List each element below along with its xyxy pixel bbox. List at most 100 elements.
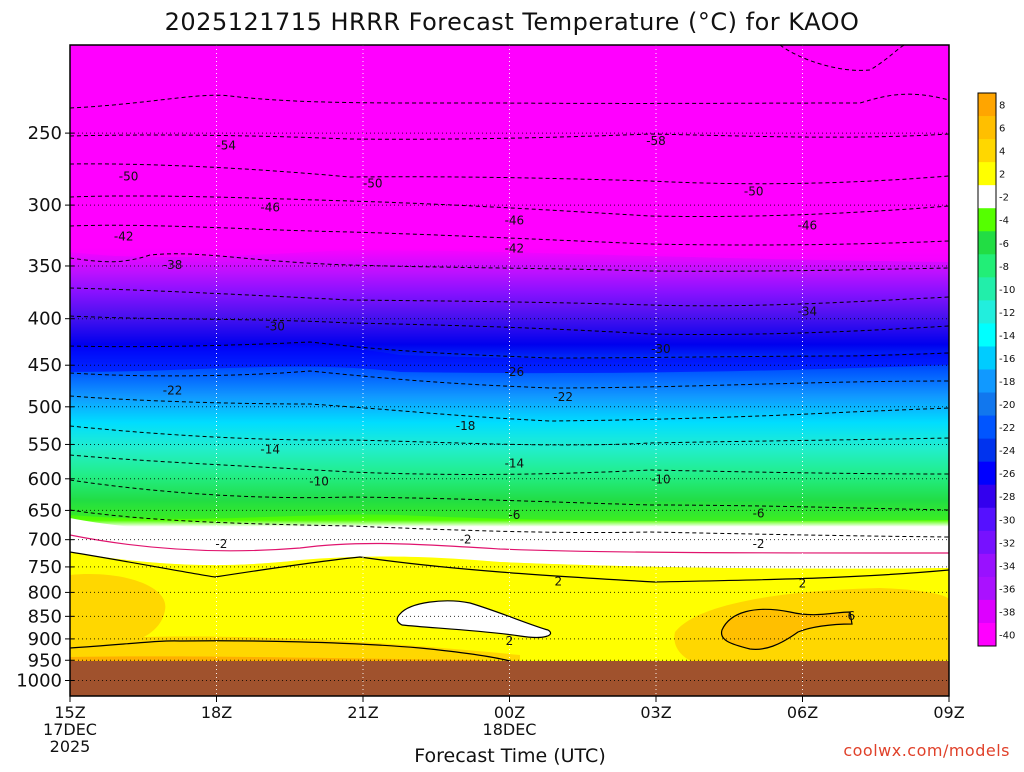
colorbar-label: -14 [999, 331, 1015, 342]
colorbar-label: -28 [999, 492, 1015, 503]
contour-label: -10 [651, 472, 671, 486]
warm-region-west [70, 574, 166, 650]
colorbar-swatch [978, 93, 996, 117]
contour-label: -6 [753, 506, 765, 520]
y-tick-label: 900 [28, 629, 62, 650]
contour-label: -30 [651, 342, 671, 356]
contour-label: 2 [555, 574, 563, 588]
colorbar-label: -36 [999, 584, 1015, 595]
colorbar-frame [977, 92, 997, 647]
x-axis-label: Forecast Time (UTC) [414, 745, 605, 767]
contour-label: -50 [363, 176, 383, 190]
contour-label: -2 [215, 537, 227, 551]
colorbar-label: -4 [999, 216, 1009, 227]
colorbar-label: -2 [999, 193, 1009, 204]
contour-label: 6 [848, 609, 856, 623]
x-tick-label: 00Z [494, 703, 525, 722]
colorbar-label: 4 [999, 147, 1005, 158]
x-tick-label: 21Z [347, 703, 378, 722]
colorbar-swatch [978, 369, 996, 394]
x-tick-label: 18DEC [483, 720, 537, 739]
contour-label: -54 [216, 139, 236, 153]
contour-label: -22 [553, 390, 573, 404]
credit: coolwx.com/models [843, 741, 1010, 760]
y-tick-label: 850 [28, 606, 62, 627]
colorbar-swatch [978, 116, 996, 140]
colorbar-swatch [978, 576, 996, 601]
y-tick-label: 1000 [16, 671, 62, 692]
contour-label: -34 [798, 305, 818, 319]
isotherms [70, 45, 949, 538]
chart-title: 2025121715 HRRR Forecast Temperature (°C… [165, 8, 860, 36]
colorbar-swatch [978, 415, 996, 440]
y-tick-label: 750 [28, 557, 62, 578]
colorbar-swatch [978, 300, 996, 324]
y-tick-label: 500 [28, 397, 62, 418]
contour-label: -14 [260, 442, 280, 456]
colorbar-swatch [978, 323, 996, 347]
contour-label: -2 [753, 537, 765, 551]
y-tick-label: 250 [28, 123, 62, 144]
x-tick-label: 09Z [933, 703, 964, 722]
colorbar-label: -38 [999, 607, 1015, 618]
contour-label: -50 [119, 169, 139, 183]
colorbar-label: 6 [999, 124, 1005, 135]
colorbar-swatch [978, 162, 996, 186]
y-tick-label: 300 [28, 195, 62, 216]
colorbar-label: -16 [999, 354, 1015, 365]
contour-label: -18 [456, 419, 476, 433]
contour-label: -46 [798, 219, 818, 233]
contour-label: -22 [163, 384, 183, 398]
colorbar-swatch [978, 461, 996, 486]
colorbar-swatch [978, 392, 996, 417]
contour-label: -42 [505, 242, 525, 256]
band-blue [70, 344, 949, 374]
x-tick-label: 17DEC [43, 720, 97, 739]
contour-label: -26 [505, 365, 525, 379]
x-tick-label: 2025 [50, 737, 91, 756]
contour-label: -10 [309, 474, 329, 488]
colorbar-swatch [978, 438, 996, 463]
band-white [70, 518, 949, 569]
contour-label: -46 [260, 201, 280, 215]
colorbar-label: -8 [999, 262, 1009, 273]
y-tick-label: 350 [28, 256, 62, 277]
freezing-line [70, 534, 949, 554]
warm-isotherms [70, 551, 949, 662]
contour-label: -38 [163, 258, 183, 272]
colorbar-swatch [978, 254, 996, 278]
colorbar-swatch [978, 484, 996, 509]
colorbar-swatch [978, 622, 996, 647]
colorbar-label: -6 [999, 239, 1009, 250]
colorbar-label: -18 [999, 377, 1015, 388]
colorbar-swatch [978, 277, 996, 301]
colorbar-label: -32 [999, 538, 1015, 549]
colorbar-label: -12 [999, 308, 1015, 319]
ground [70, 661, 949, 696]
colorbar-swatch [978, 346, 996, 370]
colorbar-swatch [978, 185, 996, 209]
colorbar-label: -40 [999, 630, 1015, 641]
colorbar-swatch [978, 208, 996, 232]
colorbar-label: 2 [999, 170, 1005, 181]
contour-label: -58 [646, 134, 666, 148]
x-tick-label: 03Z [640, 703, 671, 722]
contour-label: 2 [506, 634, 514, 648]
contour-label: -30 [265, 320, 285, 334]
colorbar-swatch [978, 139, 996, 163]
colorbar-label: -26 [999, 469, 1015, 480]
colorbar-swatch [978, 553, 996, 578]
colorbar-label: -22 [999, 423, 1015, 434]
y-tick-label: 450 [28, 355, 62, 376]
colorbar-label: -20 [999, 400, 1015, 411]
x-tick-label: 15Z [54, 703, 85, 722]
colorbar-swatch [978, 530, 996, 555]
colorbar-label: -10 [999, 285, 1015, 296]
colorbar-swatch [978, 231, 996, 255]
y-tick-label: 650 [28, 500, 62, 521]
colorbar: 8 6 4 2 -2 -4 -6 -8 -10 -12 -14 -16 -18 -20 -22 -24 -26 -… [977, 92, 1015, 647]
y-tick-label: 550 [28, 434, 62, 455]
contour-labels: -54 -58 -50 -50 -50 -46 -46 -46 -42 -42 -38 -34 -30 -… [114, 134, 855, 648]
